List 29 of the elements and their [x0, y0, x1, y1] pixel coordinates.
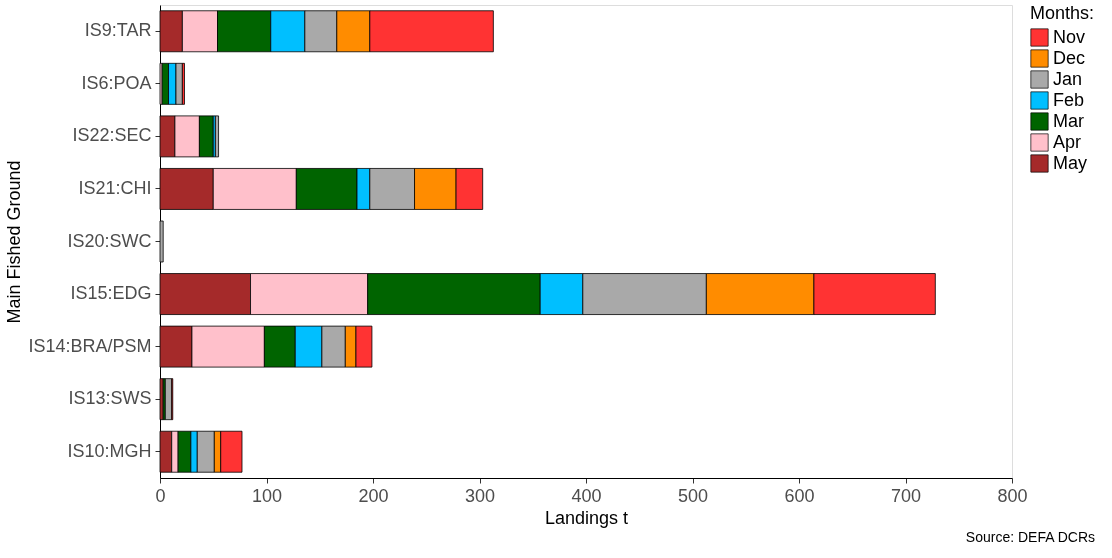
source-note: Source: DEFA DCRs	[965, 529, 1095, 545]
legend-label: May	[1053, 152, 1088, 173]
legend-label: Mar	[1053, 110, 1084, 131]
x-tick-label: 200	[358, 485, 389, 506]
legend-label: Jan	[1053, 68, 1083, 89]
y-tick-label: IS10:MGH	[67, 440, 152, 461]
y-tick-label: IS21:CHI	[78, 177, 152, 198]
y-tick-label: IS15:EDG	[70, 283, 152, 304]
y-tick-label: IS22:SEC	[72, 125, 152, 146]
y-tick-label: IS13:SWS	[68, 388, 152, 409]
y-axis-title: Main Fished Ground	[4, 160, 25, 324]
legend-title: Months:	[1030, 3, 1095, 23]
legend-label: Apr	[1053, 131, 1082, 152]
x-tick-label: 700	[890, 485, 922, 506]
x-tick-label: 300	[464, 485, 496, 506]
x-tick-label: 600	[784, 485, 815, 506]
legend-label: Feb	[1053, 89, 1085, 110]
y-tick-label: IS6:POA	[81, 72, 152, 93]
x-tick-label: 100	[251, 485, 283, 506]
y-tick-label: IS14:BRA/PSM	[28, 335, 152, 356]
x-tick-label: 800	[997, 485, 1028, 506]
x-tick-label: 500	[677, 485, 709, 506]
x-tick-label: 0	[155, 485, 166, 506]
legend-label: Nov	[1053, 26, 1086, 47]
y-tick-label: IS20:SWC	[67, 230, 152, 251]
x-tick-label: 400	[571, 485, 602, 506]
y-tick-label: IS9:TAR	[84, 20, 152, 41]
x-axis-title: Landings t	[544, 507, 629, 528]
legend-label: Dec	[1053, 47, 1086, 68]
